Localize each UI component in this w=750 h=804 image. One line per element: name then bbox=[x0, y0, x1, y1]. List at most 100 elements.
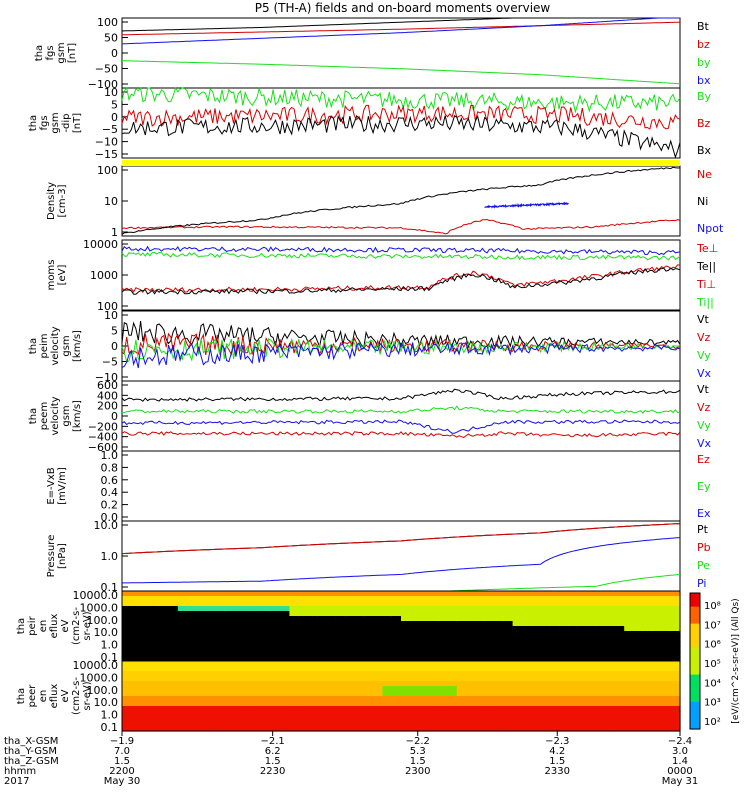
y-tick-label: 0.2 bbox=[101, 499, 119, 512]
y-tick-label: −5 bbox=[102, 356, 118, 369]
spectrogram-cell bbox=[494, 681, 504, 687]
spectrogram-cell bbox=[605, 646, 616, 652]
spectrogram-cell bbox=[382, 686, 393, 692]
spectrogram-cell bbox=[196, 601, 207, 607]
spectrogram-cell bbox=[596, 726, 607, 732]
spectrogram-cell bbox=[159, 631, 170, 637]
spectrogram-cell bbox=[242, 666, 253, 672]
spectrogram-cell bbox=[205, 726, 216, 732]
spectrogram-cell bbox=[549, 616, 560, 622]
spectrogram-cell bbox=[670, 611, 681, 617]
spectrogram-cell bbox=[363, 686, 374, 692]
spectrogram-cell bbox=[317, 601, 328, 607]
y-tick-label: −5 bbox=[102, 123, 118, 136]
spectrogram-cell bbox=[270, 676, 281, 682]
spectrogram-cell bbox=[205, 701, 216, 707]
spectrogram-cell bbox=[447, 606, 458, 612]
spectrogram-cell bbox=[559, 696, 569, 702]
spectrogram-cell bbox=[466, 706, 476, 712]
spectrogram-cell bbox=[391, 676, 402, 682]
spectrogram-cell bbox=[280, 706, 290, 712]
spectrogram-cell bbox=[438, 686, 449, 692]
spectrogram-cell bbox=[521, 596, 532, 602]
spectrogram-cell bbox=[410, 616, 421, 622]
spectrogram-cell bbox=[521, 716, 532, 722]
spectrogram-cell bbox=[252, 611, 263, 617]
spectrogram-cell bbox=[354, 706, 365, 712]
spectrogram-cell bbox=[326, 651, 337, 657]
spectrogram-cell bbox=[475, 656, 486, 662]
spectrogram-cell bbox=[596, 631, 607, 637]
spectrogram-cell bbox=[345, 691, 356, 697]
spectrogram-cell bbox=[512, 616, 523, 622]
spectrogram-cell bbox=[122, 661, 132, 667]
spectrogram-cell bbox=[215, 691, 225, 697]
spectrogram-cell bbox=[633, 706, 644, 712]
spectrogram-cell bbox=[438, 631, 449, 637]
y-axis-label: sr-eV) bbox=[82, 611, 93, 640]
spectrogram-cell bbox=[438, 696, 449, 702]
spectrogram-cell bbox=[652, 666, 662, 672]
spectrogram-cell bbox=[633, 726, 644, 732]
spectrogram-cell bbox=[363, 666, 374, 672]
spectrogram-cell bbox=[596, 706, 607, 712]
spectrogram-cell bbox=[475, 631, 486, 637]
spectrogram-cell bbox=[438, 661, 449, 667]
spectrogram-cell bbox=[484, 661, 495, 667]
spectrogram-cell bbox=[596, 721, 607, 727]
spectrogram-cell bbox=[140, 601, 151, 607]
spectrogram-cell bbox=[642, 646, 653, 652]
colorbar-cell bbox=[690, 640, 700, 645]
spectrogram-cell bbox=[652, 716, 662, 722]
spectrogram-cell bbox=[596, 666, 607, 672]
spectrogram-cell bbox=[149, 636, 160, 642]
spectrogram-cell bbox=[317, 691, 328, 697]
colorbar-tick-label: 10⁵ bbox=[704, 659, 721, 670]
spectrogram-cell bbox=[419, 706, 430, 712]
spectrogram-cell bbox=[196, 701, 207, 707]
colorbar-cell bbox=[690, 637, 700, 642]
spectrogram-cell bbox=[205, 601, 216, 607]
y-tick-label: 400 bbox=[97, 389, 118, 402]
spectrogram-cell bbox=[382, 646, 393, 652]
spectrogram-cell bbox=[559, 651, 569, 657]
spectrogram-cell bbox=[131, 626, 142, 632]
spectrogram-cell bbox=[335, 686, 346, 692]
x-tick-label: May 31 bbox=[662, 776, 699, 787]
spectrogram-cell bbox=[131, 691, 142, 697]
spectrogram-cell bbox=[215, 591, 225, 597]
y-tick-label: −100 bbox=[88, 78, 118, 91]
spectrogram-cell bbox=[410, 701, 421, 707]
spectrogram-cell bbox=[131, 646, 142, 652]
spectrogram-cell bbox=[503, 661, 514, 667]
spectrogram-cell bbox=[428, 711, 439, 717]
spectrogram-cell bbox=[652, 596, 662, 602]
colorbar-tick-label: 10⁷ bbox=[704, 620, 721, 631]
series-line bbox=[121, 60, 681, 85]
spectrogram-cell bbox=[587, 701, 597, 707]
spectrogram-cell bbox=[373, 611, 383, 617]
spectrogram-cell bbox=[652, 601, 662, 607]
spectrogram-cell bbox=[419, 641, 430, 647]
spectrogram-cell bbox=[233, 726, 244, 732]
spectrogram-cell bbox=[419, 686, 430, 692]
spectrogram-cell bbox=[661, 706, 672, 712]
spectrogram-cell bbox=[363, 681, 374, 687]
spectrogram-cell bbox=[568, 596, 579, 602]
spectrogram-cell bbox=[484, 651, 495, 657]
spectrogram-cell bbox=[242, 591, 253, 597]
spectrogram-cell bbox=[149, 621, 160, 627]
spectrogram-cell bbox=[410, 631, 421, 637]
spectrogram-cell bbox=[391, 661, 402, 667]
spectrogram-cell bbox=[280, 686, 290, 692]
spectrogram-cell bbox=[456, 636, 467, 642]
spectrogram-cell bbox=[549, 596, 560, 602]
spectrogram-cell bbox=[159, 621, 170, 627]
spectrogram-cell bbox=[354, 651, 365, 657]
legend-entry: By bbox=[697, 90, 712, 103]
spectrogram-cell bbox=[484, 721, 495, 727]
spectrogram-cell bbox=[419, 601, 430, 607]
spectrogram-cell bbox=[503, 681, 514, 687]
spectrogram-cell bbox=[587, 676, 597, 682]
spectrogram-cell bbox=[614, 611, 625, 617]
